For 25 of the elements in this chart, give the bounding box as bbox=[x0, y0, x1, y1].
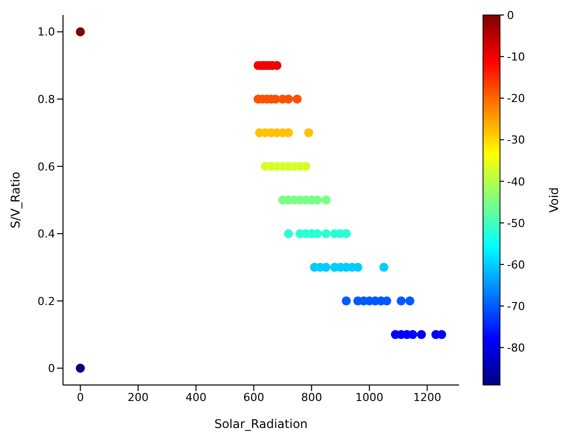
x-tick-label: 400 bbox=[185, 390, 206, 404]
color-bar-label: -10 bbox=[507, 50, 525, 64]
y-tick-label: 1.0 bbox=[38, 26, 55, 39]
color-bar-title: Void bbox=[547, 187, 561, 213]
y-tick-label: 0.8 bbox=[38, 92, 55, 106]
color-bar-label: -40 bbox=[507, 175, 525, 188]
color-bar-label: -60 bbox=[507, 258, 525, 272]
y-axis-title: S/V_Ratio bbox=[8, 172, 22, 228]
x-tick-label: 0 bbox=[76, 390, 84, 404]
color-bar-label: -20 bbox=[507, 92, 525, 106]
x-tick-label: 600 bbox=[243, 390, 264, 404]
x-tick-label: 1000 bbox=[355, 390, 384, 404]
x-axis-title: Solar_Radiation bbox=[214, 417, 308, 431]
x-tick-label: 1200 bbox=[413, 390, 442, 404]
y-tick-label: 0.4 bbox=[38, 228, 55, 241]
color-bar-label: -50 bbox=[507, 216, 525, 230]
y-tick-label: 0.2 bbox=[38, 294, 55, 308]
x-tick-label: 200 bbox=[128, 390, 149, 404]
color-bar-label: 0 bbox=[507, 9, 514, 22]
y-tick-label: 0 bbox=[48, 362, 55, 376]
x-tick-label: 800 bbox=[301, 390, 322, 404]
y-tick-label: 0.6 bbox=[38, 160, 55, 174]
color-bar-label: -70 bbox=[507, 300, 525, 314]
color-bar-label: -30 bbox=[507, 134, 525, 147]
color-bar-label: -80 bbox=[507, 342, 525, 355]
